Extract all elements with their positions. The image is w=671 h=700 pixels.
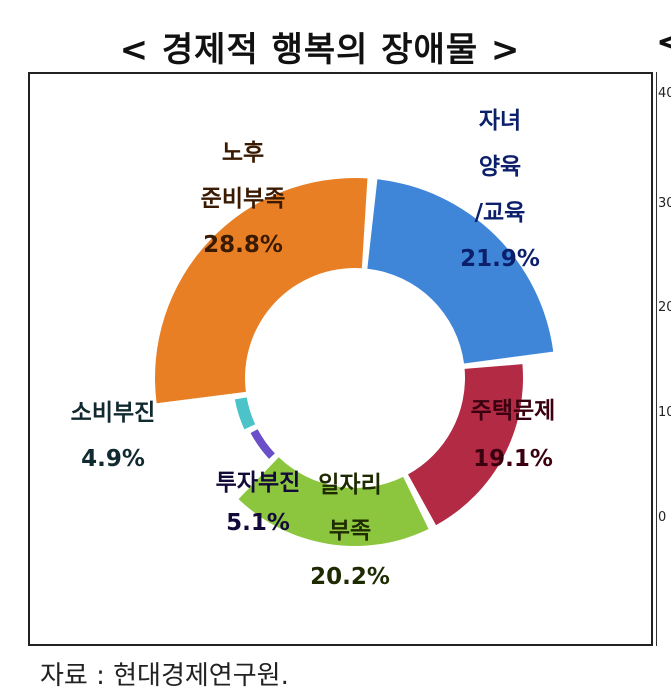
category-label-jobs: 부족 [329,518,371,544]
adjacent-y-tick-20: 20 [658,300,671,315]
adjacent-y-tick-0: 0 [658,510,667,525]
value-label-consumption: 4.9% [81,446,145,472]
adjacent-chart-panel [656,72,671,646]
category-label-child-education: /교육 [475,200,526,226]
category-label-jobs: 일자리 [318,472,381,498]
value-label-investment: 5.1% [226,510,290,536]
adjacent-chart-title-fragment: < [656,22,671,62]
adjacent-y-tick-10: 10 [658,405,671,420]
chart-frame [28,72,653,646]
category-label-child-education: 양육 [479,154,521,180]
adjacent-y-tick-40: 40 [658,86,671,101]
value-label-housing: 19.1% [473,446,553,472]
category-label-consumption: 소비부진 [71,400,156,426]
value-label-jobs: 20.2% [310,564,390,590]
chart-title: < 경제적 행복의 장애물 > [119,30,521,70]
slice-child-education [367,179,554,364]
slice-retirement [155,178,368,404]
slice-jobs [238,457,429,546]
value-label-retirement: 28.8% [203,232,283,258]
slice-consumption [234,397,256,430]
value-label-child-education: 21.9% [460,246,540,272]
category-label-retirement: 노후 [222,140,264,166]
category-label-investment: 투자부진 [216,470,301,496]
slice-housing [408,364,523,526]
source-note: 자료 : 현대경제연구원. [40,661,289,691]
adjacent-y-tick-30: 30 [658,196,671,211]
category-label-child-education: 자녀 [479,108,521,134]
category-label-retirement: 준비부족 [201,186,286,212]
slice-investment [250,429,275,459]
category-label-housing: 주택문제 [471,398,556,424]
